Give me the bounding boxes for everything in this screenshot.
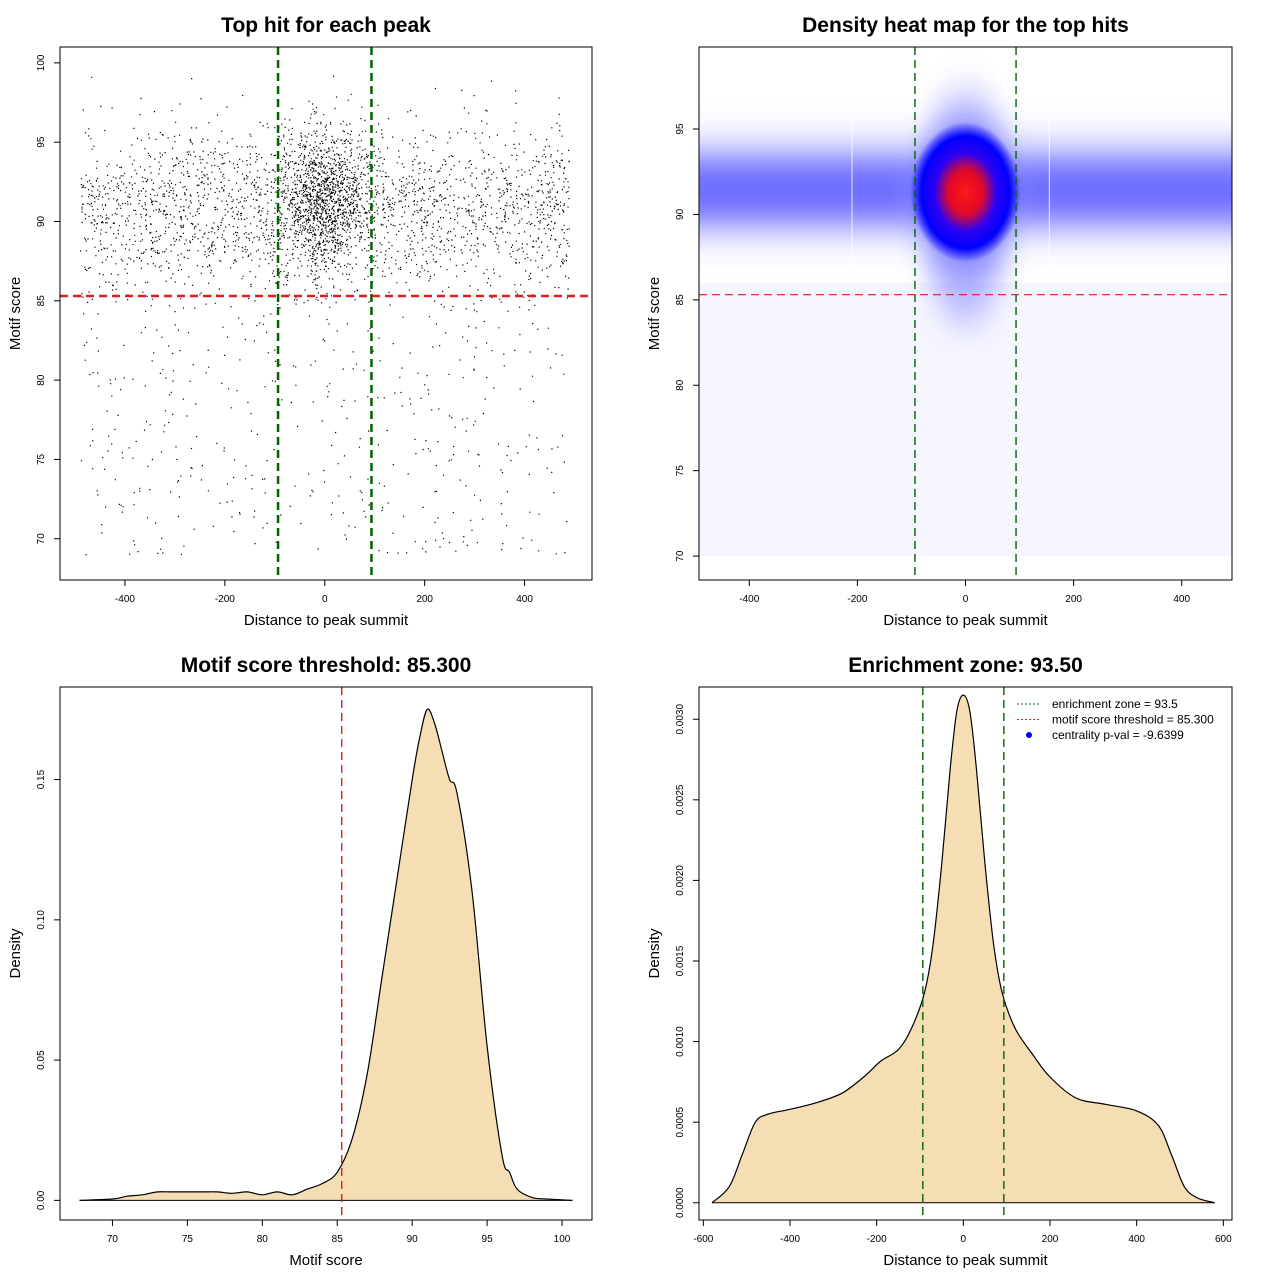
scatter-points: [80, 75, 570, 556]
panel-3-axes: 70 75 80 85 90 95 100 0.00 0.05 0.10 0.15 Motif sco…: [7, 654, 593, 1269]
x-tick-label: -400: [115, 594, 135, 605]
y-tick-label: 85: [675, 294, 686, 306]
y-tick-label: 80: [675, 379, 686, 391]
x-tick-label: 0: [963, 594, 969, 605]
legend-label: centrality p-val = -9.6399: [1052, 728, 1184, 742]
legend: enrichment zone = 93.5 motif score thresh…: [1017, 697, 1214, 742]
y-tick-label: 75: [36, 453, 47, 465]
x-axis-label: Distance to peak summit: [244, 612, 409, 629]
y-tick-label: 0.0015: [675, 945, 686, 976]
x-tick-label: 400: [1173, 594, 1190, 605]
x-tick-label: 90: [407, 1234, 419, 1245]
x-tick-label: -400: [739, 594, 759, 605]
x-tick-label: 100: [554, 1234, 571, 1245]
panel-title: Enrichment zone: 93.50: [848, 654, 1083, 677]
x-tick-label: 0: [322, 594, 328, 605]
y-axis-label: Density: [7, 928, 24, 979]
panel-title: Top hit for each peak: [221, 14, 431, 37]
legend-marker: [1026, 732, 1032, 738]
y-tick-label: 100: [36, 54, 47, 71]
x-tick-label: -200: [215, 594, 235, 605]
y-tick-label: 0.0025: [675, 784, 686, 815]
y-tick-label: 95: [675, 123, 686, 135]
y-tick-label: 0.0010: [675, 1026, 686, 1057]
density-area: [711, 694, 1215, 1204]
legend-label: enrichment zone = 93.5: [1052, 697, 1178, 711]
plot-frame: [59, 686, 593, 1221]
y-tick-label: 95: [36, 136, 47, 148]
density-area: [79, 708, 573, 1201]
x-tick-label: 85: [332, 1234, 344, 1245]
x-tick-label: -400: [780, 1234, 800, 1245]
y-tick-label: 70: [675, 550, 686, 562]
density-fill: [712, 695, 1215, 1203]
x-tick-label: 400: [1128, 1234, 1145, 1245]
y-tick-label: 0.00: [36, 1190, 47, 1210]
legend-label: motif score threshold = 85.300: [1052, 713, 1214, 727]
y-tick-label: 0.0020: [675, 865, 686, 896]
x-tick-label: 70: [107, 1234, 119, 1245]
y-tick-label: 0.0000: [675, 1187, 686, 1218]
y-tick-label: 0.15: [36, 769, 47, 789]
y-tick-label: 0.0030: [675, 704, 686, 735]
x-tick-label: 600: [1215, 1234, 1232, 1245]
heatmap-density: [699, 52, 1232, 557]
y-tick-label: 80: [36, 374, 47, 386]
x-tick-label: 0: [961, 1234, 967, 1245]
density-hotspot: [910, 122, 1021, 263]
y-tick-label: 70: [36, 533, 47, 545]
y-tick-label: 0.0005: [675, 1106, 686, 1137]
y-tick-label: 90: [36, 215, 47, 227]
panel-1-axes: -400 -200 0 200 400 70 75 80 85 90 95 100 Top hit fo…: [7, 14, 593, 629]
x-tick-label: -200: [847, 594, 867, 605]
panel-title: Density heat map for the top hits: [802, 14, 1129, 37]
x-tick-label: 200: [1042, 1234, 1059, 1245]
x-tick-label: 200: [416, 594, 433, 605]
x-axis-label: Motif score: [289, 1252, 362, 1269]
x-tick-label: -200: [867, 1234, 887, 1245]
x-tick-label: 80: [257, 1234, 269, 1245]
density-curve: [79, 708, 573, 1201]
y-tick-label: 75: [675, 465, 686, 477]
x-tick-label: 95: [482, 1234, 494, 1245]
x-tick-label: -600: [693, 1234, 713, 1245]
density-curve: [711, 694, 1215, 1204]
y-tick-label: 0.05: [36, 1050, 47, 1070]
y-axis-label: Motif score: [646, 277, 663, 350]
panel-2-axes: -400 -200 0 200 400 70 75 80 85 90 95 Density heat …: [646, 14, 1233, 629]
x-tick-label: 200: [1065, 594, 1082, 605]
scatter-point: [80, 75, 570, 556]
panel-4-axes: -600 -400 -200 0 200 400 600 0.0000 0.0005 0.0010…: [646, 654, 1233, 1269]
x-tick-label: 400: [516, 594, 533, 605]
y-axis-label: Density: [646, 928, 663, 979]
density-fill: [79, 709, 573, 1201]
x-axis-label: Distance to peak summit: [883, 612, 1048, 629]
panel-title: Motif score threshold: 85.300: [181, 654, 472, 677]
y-axis-label: Motif score: [7, 277, 24, 350]
y-tick-label: 90: [675, 208, 686, 220]
x-tick-label: 75: [182, 1234, 194, 1245]
x-axis-label: Distance to peak summit: [883, 1252, 1048, 1269]
y-tick-label: 85: [36, 295, 47, 307]
y-tick-label: 0.10: [36, 910, 47, 930]
